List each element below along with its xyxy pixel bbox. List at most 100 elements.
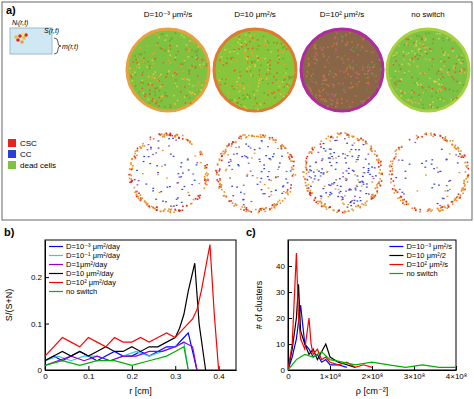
- texture-dot: [349, 188, 351, 189]
- texture-dot: [396, 52, 398, 54]
- texture-dot: [393, 158, 395, 160]
- texture-dot: [411, 58, 413, 60]
- texture-dot: [148, 76, 150, 78]
- texture-dot: [350, 67, 352, 69]
- texture-dot: [182, 106, 184, 108]
- texture-dot: [423, 73, 425, 75]
- texture-dot: [243, 89, 245, 91]
- texture-dot: [347, 207, 349, 208]
- texture-dot: [238, 165, 240, 166]
- texture-dot: [426, 89, 428, 91]
- texture-dot: [162, 150, 164, 151]
- texture-dot: [327, 106, 329, 108]
- texture-dot: [342, 199, 344, 200]
- texture-dot: [290, 170, 292, 171]
- texture-dot: [370, 92, 372, 94]
- texture-dot: [244, 106, 246, 108]
- texture-dot: [167, 210, 169, 212]
- texture-dot: [348, 63, 350, 65]
- texture-dot: [455, 154, 457, 155]
- texture-dot: [367, 67, 369, 69]
- texture-dot: [282, 186, 284, 187]
- texture-dot: [191, 101, 193, 103]
- texture-dot: [201, 85, 203, 87]
- texture-dot: [400, 90, 402, 92]
- texture-dot: [144, 52, 146, 54]
- texture-dot: [259, 74, 261, 76]
- texture-dot: [340, 191, 342, 192]
- texture-dot: [446, 159, 448, 160]
- texture-dot: [351, 156, 353, 157]
- texture-dot: [389, 164, 391, 166]
- texture-dot: [142, 62, 144, 64]
- texture-dot: [356, 186, 358, 187]
- panel-title: no switch: [411, 10, 444, 19]
- texture-dot: [440, 135, 442, 137]
- texture-dot: [432, 43, 434, 45]
- texture-dot: [253, 105, 255, 107]
- texture-dot: [401, 64, 403, 66]
- texture-dot: [218, 174, 220, 176]
- texture-dot: [467, 165, 469, 167]
- texture-dot: [442, 86, 444, 88]
- texture-dot: [148, 205, 150, 207]
- texture-dot: [413, 92, 415, 94]
- texture-dot: [170, 38, 172, 40]
- texture-dot: [460, 150, 462, 152]
- texture-dot: [312, 192, 314, 194]
- texture-dot: [149, 207, 151, 209]
- texture-dot: [197, 49, 199, 51]
- texture-dot: [321, 205, 323, 207]
- panel-label: a): [6, 4, 16, 16]
- texture-dot: [176, 54, 178, 56]
- texture-dot: [351, 135, 353, 137]
- texture-dot: [220, 186, 222, 188]
- texture-dot: [305, 164, 307, 166]
- texture-dot: [455, 63, 457, 65]
- texture-dot: [356, 72, 358, 74]
- texture-dot: [131, 158, 133, 160]
- texture-dot: [405, 178, 407, 179]
- texture-dot: [324, 66, 326, 68]
- texture-dot: [464, 154, 466, 156]
- texture-dot: [283, 79, 285, 81]
- texture-dot: [345, 44, 347, 46]
- texture-dot: [154, 91, 156, 93]
- texture-dot: [197, 198, 199, 200]
- texture-dot: [453, 65, 455, 67]
- texture-dot: [155, 207, 157, 209]
- texture-dot: [402, 199, 404, 201]
- texture-dot: [342, 59, 344, 61]
- texture-dot: [446, 140, 448, 142]
- texture-dot: [359, 207, 361, 209]
- texture-dot: [337, 56, 339, 58]
- texture-dot: [286, 83, 288, 85]
- texture-dot: [262, 79, 264, 81]
- texture-dot: [206, 63, 208, 65]
- texture-dot: [156, 210, 158, 212]
- texture-dot: [465, 178, 467, 180]
- texture-dot: [247, 56, 249, 58]
- panel-title: D=10² μm²/s: [320, 10, 364, 19]
- texture-dot: [408, 63, 410, 65]
- texture-dot: [425, 160, 427, 161]
- texture-dot: [417, 66, 419, 68]
- texture-dot: [463, 183, 465, 185]
- texture-dot: [367, 70, 369, 72]
- texture-dot: [194, 43, 196, 45]
- texture-dot: [344, 154, 346, 155]
- texture-dot: [454, 67, 456, 69]
- texture-dot: [363, 184, 365, 185]
- texture-dot: [250, 171, 252, 172]
- texture-dot: [145, 202, 147, 204]
- texture-dot: [134, 55, 136, 57]
- texture-dot: [356, 185, 358, 186]
- texture-dot: [228, 200, 230, 202]
- texture-dot: [308, 65, 310, 67]
- texture-dot: [357, 175, 359, 176]
- texture-dot: [453, 67, 455, 69]
- texture-dot: [442, 137, 444, 139]
- texture-dot: [363, 139, 365, 141]
- texture-dot: [323, 80, 325, 82]
- texture-dot: [354, 196, 356, 197]
